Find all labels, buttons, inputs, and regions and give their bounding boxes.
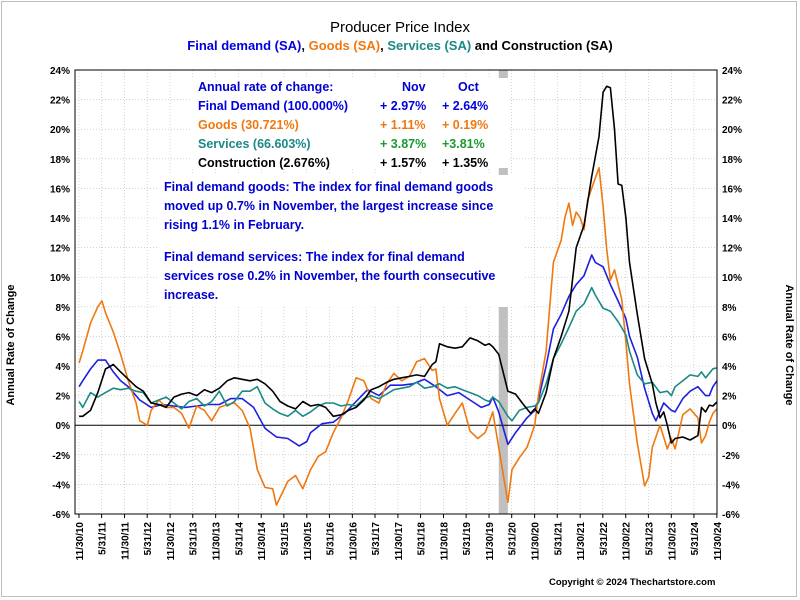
data-table-box: Annual rate of change: Nov Oct Final Dem… (190, 78, 510, 170)
subtitle-final-demand: Final demand (SA) (187, 38, 302, 53)
y-tick-label-right: 24% (722, 66, 742, 77)
y-tick-label-left: 18% (50, 155, 70, 166)
table-row-label: Final Demand (100.000%) (198, 99, 349, 113)
y-tick-label-left: 16% (50, 184, 70, 195)
table-row-oct: + 2.64% (442, 99, 489, 113)
chart-title: Producer Price Index (329, 19, 471, 36)
y-tick-label-left: 2% (56, 392, 71, 403)
x-tick-label: 5/31/14 (234, 522, 245, 556)
table-row-label: Services (66.603%) (198, 137, 311, 151)
x-tick-label: 5/31/18 (417, 522, 428, 556)
x-tick-label: 5/31/11 (98, 522, 109, 555)
table-row-label: Goods (30.721%) (198, 118, 299, 132)
plot-border (74, 69, 718, 515)
y-tick-label-left: 20% (50, 125, 70, 136)
y-tick-label-right: 16% (722, 184, 742, 195)
y-tick-label-right: 4% (722, 362, 737, 373)
table-row-oct: + 1.35% (442, 156, 489, 170)
y-tick-label-right: 20% (722, 125, 742, 136)
y-tick-label-right: -2% (722, 451, 740, 462)
x-tick-label: 11/30/12 (166, 522, 177, 561)
x-tick-label: 5/31/13 (189, 522, 200, 556)
table-row-nov: + 1.57% (380, 156, 427, 170)
y-tick-label-left: -4% (52, 480, 70, 491)
y-tick-label-right: 14% (722, 214, 742, 225)
y-tick-label-right: 10% (722, 273, 742, 284)
annotation-goods: Final demand goods: The index for final … (164, 180, 494, 232)
y-tick-label-right: 6% (722, 332, 737, 343)
y-tick-label-left: -2% (52, 451, 70, 462)
x-tick-label: 11/30/17 (394, 522, 405, 561)
x-tick-label: 11/30/15 (303, 522, 314, 561)
table-col-nov: Nov (402, 80, 426, 94)
x-tick-label: 5/31/21 (553, 522, 564, 556)
y-tick-label-right: 12% (722, 244, 742, 255)
table-row-nov: + 1.11% (380, 118, 426, 132)
y-tick-label-right: 18% (722, 155, 742, 166)
subtitle-sep-1: , (301, 38, 309, 53)
y-tick-label-left: 0% (56, 421, 71, 432)
x-tick-label: 11/30/11 (121, 522, 132, 560)
x-tick-label: 11/30/23 (667, 522, 678, 561)
x-tick-label: 11/30/16 (348, 522, 359, 561)
x-tick-label: 5/31/23 (644, 522, 655, 556)
annotation-services: Final demand services: The index for fin… (164, 250, 496, 302)
x-tick-label: 11/30/10 (75, 522, 86, 561)
table-row-oct: +3.81% (442, 137, 485, 151)
x-tick-label: 5/31/20 (508, 522, 519, 556)
y-tick-label-left: 22% (50, 96, 70, 107)
series-line-construction-sa (79, 85, 718, 444)
x-tick-label: 11/30/24 (713, 522, 724, 561)
x-tick-label: 11/30/13 (212, 522, 223, 561)
y-tick-label-left: 4% (56, 362, 71, 373)
x-tick-label: 11/30/19 (485, 522, 496, 561)
y-tick-label-right: 2% (722, 392, 737, 403)
annotation-box: Final demand goods: The index for final … (158, 175, 524, 307)
subtitle-construction: and Construction (SA) (471, 38, 613, 53)
y-tick-label-left: -6% (52, 510, 70, 521)
x-tick-label: 11/30/20 (531, 522, 542, 561)
y-tick-label-right: -4% (722, 480, 740, 491)
table-row-oct: + 0.19% (442, 118, 489, 132)
y-tick-label-right: 22% (722, 96, 742, 107)
table-row-nov: + 2.97% (380, 99, 427, 113)
y-tick-label-left: 8% (56, 303, 71, 314)
x-tick-label: 11/30/14 (257, 522, 268, 561)
y-tick-label-left: 6% (56, 332, 71, 343)
chart-subtitle: Final demand (SA), Goods (SA), Services … (0, 38, 800, 53)
y-tick-label-left: 12% (50, 244, 70, 255)
y-tick-label-right: -6% (722, 510, 740, 521)
x-tick-label: 5/31/17 (371, 522, 382, 556)
series-line-services-sa (78, 286, 718, 422)
x-tick-label: 5/31/12 (143, 522, 154, 556)
table-col-oct: Oct (458, 80, 479, 94)
x-tick-label: 11/30/22 (622, 522, 633, 561)
table-header-label: Annual rate of change: (198, 80, 334, 94)
x-tick-label: 5/31/15 (280, 522, 291, 556)
y-tick-label-right: 0% (722, 421, 737, 432)
table-row-nov: + 3.87% (380, 137, 427, 151)
subtitle-sep-2: , (380, 38, 388, 53)
y-tick-label-right: 8% (722, 303, 737, 314)
subtitle-services: Services (SA) (387, 38, 472, 53)
copyright-text: Copyright © 2024 Thechartstore.com (549, 577, 716, 588)
table-row-label: Construction (2.676%) (198, 156, 330, 170)
series-line-final-demand-sa (78, 254, 718, 447)
y-tick-label-left: 24% (50, 66, 70, 77)
y-tick-label-left: 10% (50, 273, 70, 284)
x-tick-label: 11/30/21 (576, 522, 587, 561)
x-tick-label: 5/31/24 (690, 522, 701, 556)
x-tick-label: 5/31/19 (462, 522, 473, 556)
x-tick-label: 5/31/22 (599, 522, 610, 556)
y-tick-label-left: 14% (50, 214, 70, 225)
x-tick-label: 5/31/16 (325, 522, 336, 556)
x-tick-label: 11/30/18 (439, 522, 450, 561)
subtitle-goods: Goods (SA) (308, 38, 381, 53)
